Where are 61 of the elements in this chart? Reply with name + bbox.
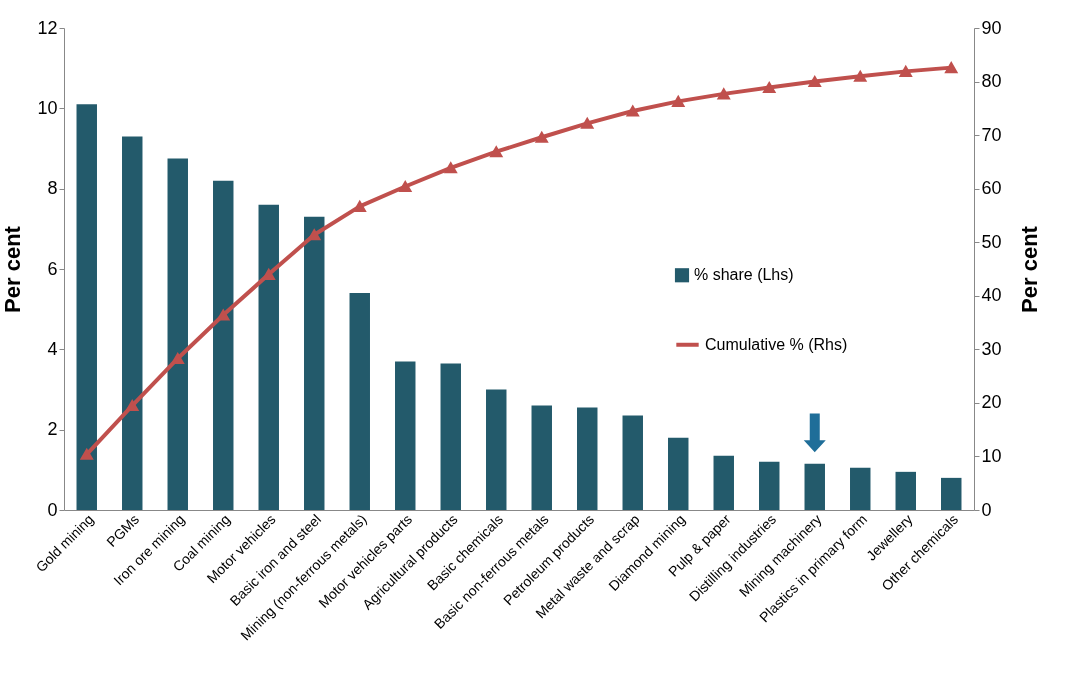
point xyxy=(808,76,821,88)
legend-label: % share (Lhs) xyxy=(694,266,794,284)
point xyxy=(899,65,912,77)
point xyxy=(490,146,503,158)
point xyxy=(581,117,594,129)
y-tick-label: 10 xyxy=(37,97,58,118)
bar xyxy=(622,415,643,510)
bar xyxy=(668,437,689,510)
y2-tick-label: 60 xyxy=(981,178,1002,199)
point xyxy=(126,400,139,412)
bar xyxy=(76,104,97,510)
y-tick-label: 0 xyxy=(47,499,58,520)
y2-tick-label: 30 xyxy=(981,338,1002,359)
point xyxy=(399,180,412,193)
bar xyxy=(531,405,552,510)
point xyxy=(217,309,230,321)
y-tick-label: 6 xyxy=(47,258,58,279)
point xyxy=(444,162,457,174)
y2-tick-label: 20 xyxy=(981,392,1002,413)
bar xyxy=(167,158,188,510)
point xyxy=(308,229,321,241)
point xyxy=(353,200,366,212)
y-tick-label: 4 xyxy=(47,338,58,359)
bar xyxy=(759,461,780,510)
bar xyxy=(349,293,370,510)
bar xyxy=(486,389,507,510)
point xyxy=(262,268,275,280)
y2-tick-label: 10 xyxy=(981,445,1002,466)
point xyxy=(854,70,867,82)
bar xyxy=(213,180,234,510)
y-tick-label: 8 xyxy=(47,178,58,199)
y-axis-title: Per cent xyxy=(0,225,26,313)
bar xyxy=(304,216,325,510)
bar xyxy=(395,361,416,510)
point xyxy=(672,95,685,107)
point xyxy=(763,81,776,93)
point xyxy=(945,62,958,74)
point xyxy=(80,448,93,460)
point xyxy=(535,131,548,143)
bar xyxy=(258,204,279,510)
y2-tick-label: 40 xyxy=(981,285,1002,306)
y2-tick-label: 70 xyxy=(981,124,1002,145)
y2-axis-title: Per cent xyxy=(1016,225,1042,313)
y2-tick-label: 50 xyxy=(981,231,1002,252)
y-tick-label: 2 xyxy=(47,419,58,440)
y2-tick-label: 0 xyxy=(981,499,992,520)
bar xyxy=(804,463,825,510)
y2-tick-label: 90 xyxy=(981,17,1002,38)
bar xyxy=(122,136,143,510)
bar xyxy=(440,363,461,510)
point xyxy=(717,88,730,100)
bar xyxy=(713,455,734,510)
bar xyxy=(850,467,871,510)
legend-label: Cumulative % (Rhs) xyxy=(705,335,848,353)
point xyxy=(171,352,184,364)
bar xyxy=(895,471,916,510)
y-tick-label: 12 xyxy=(37,17,58,38)
bar xyxy=(941,477,962,510)
point xyxy=(626,105,639,117)
bar xyxy=(577,407,598,510)
y2-tick-label: 80 xyxy=(981,71,1002,92)
